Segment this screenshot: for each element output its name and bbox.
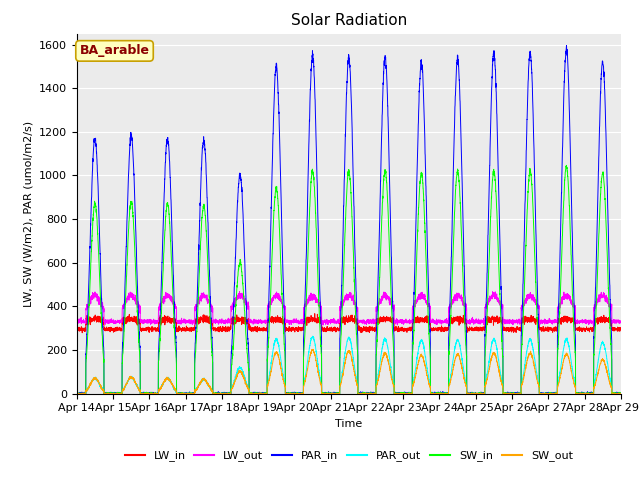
SW_in [440,391,448,396]
PAR_in [329,391,337,396]
LW_in [311,311,319,316]
SW_in [502,391,509,396]
PAR_out [73,391,81,396]
PAR_in [441,391,449,396]
LW_in [171,319,179,324]
PAR_in [73,390,81,396]
LW_in [471,325,479,331]
PAR_in [471,391,479,396]
LW_in [441,326,449,332]
Text: BA_arable: BA_arable [79,44,150,58]
LW_out [329,317,337,323]
LW_out [471,320,479,325]
PAR_out [309,333,317,339]
SW_out [616,391,624,396]
PAR_out [73,390,81,396]
LW_in [73,326,81,332]
SW_in [328,391,336,396]
SW_out [308,347,316,352]
SW_in [171,330,179,336]
SW_out [171,385,179,391]
PAR_out [171,386,179,392]
SW_in [563,162,570,168]
Line: SW_in: SW_in [77,165,621,394]
SW_out [617,391,625,396]
SW_in [617,390,625,396]
PAR_in [74,391,81,396]
LW_out [441,317,449,323]
PAR_in [616,390,624,396]
SW_out [441,391,449,396]
LW_in [616,325,624,331]
SW_out [329,391,337,396]
LW_in [78,330,86,336]
Line: LW_out: LW_out [77,291,621,325]
PAR_out [441,391,449,396]
Y-axis label: LW, SW (W/m2), PAR (umol/m2/s): LW, SW (W/m2), PAR (umol/m2/s) [24,120,33,307]
Line: PAR_in: PAR_in [77,46,621,394]
Line: SW_out: SW_out [77,349,621,394]
LW_in [617,328,625,334]
SW_out [73,391,81,396]
SW_out [471,391,479,396]
Line: PAR_out: PAR_out [77,336,621,394]
PAR_in [502,390,509,396]
LW_out [73,319,81,325]
LW_in [502,326,509,332]
PAR_out [471,391,479,396]
PAR_out [616,391,624,396]
LW_out [502,319,509,324]
PAR_out [617,391,625,396]
PAR_in [617,391,625,396]
LW_out [171,303,179,309]
PAR_out [329,391,337,396]
PAR_in [563,43,570,48]
Line: LW_in: LW_in [77,313,621,333]
SW_in [471,391,479,396]
LW_out [616,318,624,324]
SW_out [502,391,509,396]
PAR_out [502,391,509,396]
Legend: LW_in, LW_out, PAR_in, PAR_out, SW_in, SW_out: LW_in, LW_out, PAR_in, PAR_out, SW_in, S… [120,446,577,466]
LW_out [236,288,243,294]
X-axis label: Time: Time [335,419,362,429]
Title: Solar Radiation: Solar Radiation [291,13,407,28]
SW_in [616,391,624,396]
LW_out [617,319,625,324]
SW_out [73,391,81,396]
LW_out [589,323,597,328]
LW_in [329,326,337,332]
SW_in [73,391,81,396]
PAR_in [171,312,179,318]
